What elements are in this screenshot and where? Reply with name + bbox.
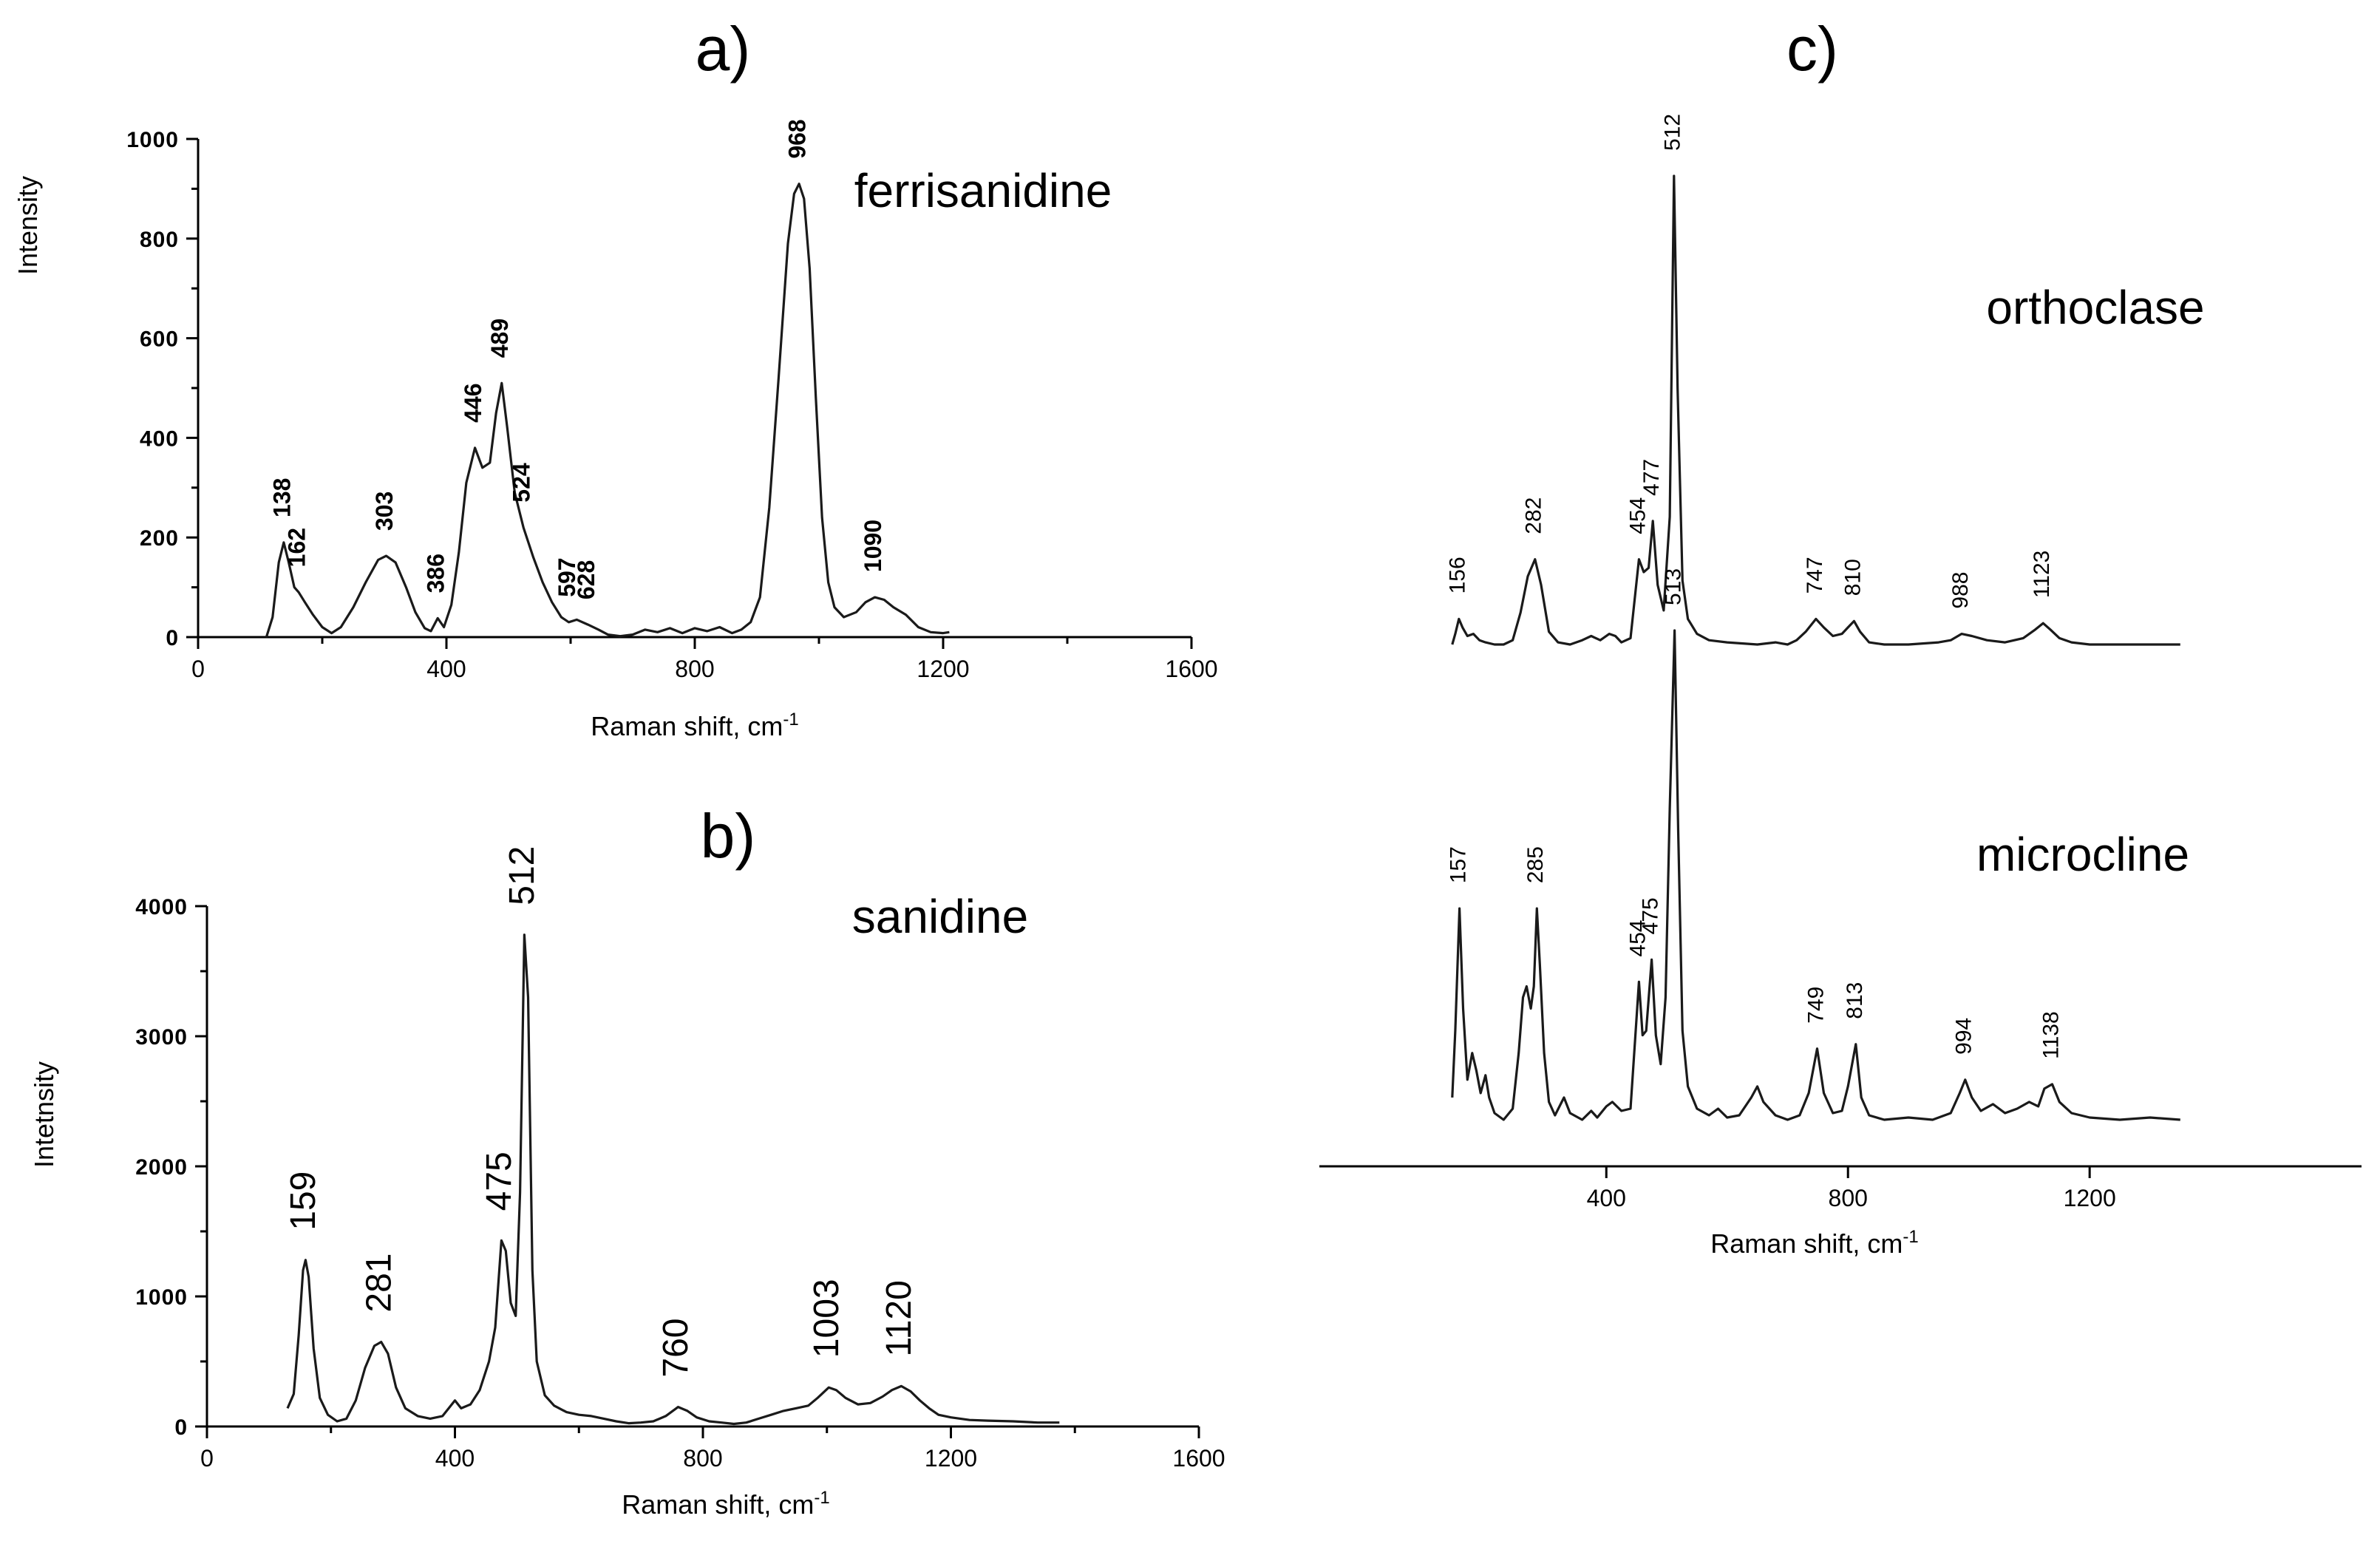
microcline-peak-label-1138: 1138 bbox=[2039, 1011, 2063, 1059]
panel-b-label: b) bbox=[701, 801, 756, 871]
panel-b-peak-label-475: 475 bbox=[480, 1152, 519, 1211]
panel-a-ytick-label-1000: 1000 bbox=[126, 128, 179, 152]
series-name-orthoclase: orthoclase bbox=[1986, 281, 2204, 334]
microcline-peak-label-813: 813 bbox=[1843, 982, 1867, 1019]
microcline-peak-label-454: 454 bbox=[1625, 919, 1650, 956]
panel-b-peak-label-512: 512 bbox=[503, 846, 542, 905]
panel-a-peak-label-162: 162 bbox=[284, 528, 310, 567]
orthoclase-peak-label-477: 477 bbox=[1639, 459, 1664, 496]
panel-a-ylabel: Intensity bbox=[13, 176, 43, 275]
series-line-microcline bbox=[1451, 629, 2180, 1121]
panel-b-ytick-label-4000: 4000 bbox=[135, 895, 188, 919]
panel-a-ytick-label-800: 800 bbox=[140, 228, 179, 252]
panel-a-ytick-label-0: 0 bbox=[166, 626, 179, 650]
orthoclase-peak-label-454: 454 bbox=[1625, 497, 1650, 534]
panel-b-xtick-label-1200: 1200 bbox=[925, 1445, 977, 1472]
panel-a-peak-label-968: 968 bbox=[784, 119, 811, 158]
panel-c-xtick-label-800: 800 bbox=[1829, 1185, 1868, 1211]
panel-b-xtick-label-0: 0 bbox=[200, 1445, 214, 1472]
microcline-peak-label-475: 475 bbox=[1638, 897, 1662, 934]
panel-c-xlabel-sup: -1 bbox=[1903, 1227, 1918, 1247]
panel-b-ytick-label-2000: 2000 bbox=[135, 1155, 188, 1180]
panel-a-label: a) bbox=[696, 14, 751, 84]
microcline-peak-label-994: 994 bbox=[1952, 1018, 1976, 1055]
orthoclase-peak-label-156: 156 bbox=[1446, 557, 1470, 594]
panel-c-xlabel-text: Raman shift, cm bbox=[1710, 1228, 1903, 1259]
panel-a-ytick-label-600: 600 bbox=[140, 327, 179, 352]
orthoclase-peak-label-512: 512 bbox=[1661, 114, 1685, 151]
microcline-peak-label-285: 285 bbox=[1523, 846, 1548, 883]
panel-b-ytick-label-0: 0 bbox=[174, 1415, 188, 1440]
orthoclase-peak-label-282: 282 bbox=[1522, 497, 1546, 534]
series-name-sanidine: sanidine bbox=[852, 890, 1028, 943]
panel-b-ytick-label-3000: 3000 bbox=[135, 1025, 188, 1050]
panel-a-peak-label-597: 597 bbox=[554, 557, 580, 596]
panel-a-peak-label-628: 628 bbox=[573, 560, 599, 599]
panel-a-peak-label-303: 303 bbox=[371, 492, 398, 531]
panel-c-xtick-label-400: 400 bbox=[1587, 1185, 1626, 1211]
panel-c: c) orthoclase microcline 400 800 1200 Rama… bbox=[1319, 14, 2362, 1259]
series-name-ferrisanidine: ferrisanidine bbox=[854, 164, 1112, 217]
panel-a-xtick-label-1600: 1600 bbox=[1165, 656, 1217, 682]
panel-b-peak-label-760: 760 bbox=[656, 1319, 696, 1378]
panel-b-peak-label-1120: 1120 bbox=[880, 1280, 919, 1356]
orthoclase-peak-label-747: 747 bbox=[1803, 557, 1827, 594]
series-name-microcline: microcline bbox=[1976, 828, 2189, 881]
panel-a-peak-label-138: 138 bbox=[268, 478, 295, 517]
panel-b-xtick-label-1600: 1600 bbox=[1172, 1445, 1225, 1472]
panel-a-ytick-label-200: 200 bbox=[140, 526, 179, 551]
panel-a-peak-label-446: 446 bbox=[460, 383, 486, 422]
series-line-ferrisanidine bbox=[265, 183, 950, 638]
panel-b-xlabel-sup: -1 bbox=[814, 1488, 829, 1508]
panel-a-xtick-label-800: 800 bbox=[675, 656, 714, 682]
panel-a-xtick-label-400: 400 bbox=[426, 656, 466, 682]
series-line-sanidine bbox=[286, 933, 1060, 1426]
panel-b-peak-label-1003: 1003 bbox=[807, 1279, 846, 1358]
panel-b: b) sanidine 0 1000 2000 3000 4000 0 400 800 120… bbox=[29, 801, 1225, 1520]
panel-c-xlabel: Raman shift, cm-1 bbox=[1710, 1227, 1918, 1259]
panel-b-xlabel: Raman shift, cm-1 bbox=[622, 1488, 829, 1520]
panel-c-xtick-label-1200: 1200 bbox=[2064, 1185, 2116, 1211]
panel-a-xtick-label-1200: 1200 bbox=[917, 656, 969, 682]
panel-b-peak-label-159: 159 bbox=[284, 1171, 323, 1231]
series-line-orthoclase bbox=[1451, 174, 2180, 646]
microcline-peak-label-157: 157 bbox=[1446, 846, 1471, 883]
orthoclase-peak-label-1123: 1123 bbox=[2030, 551, 2054, 599]
panel-a-xlabel-text: Raman shift, cm bbox=[591, 711, 783, 741]
microcline-peak-label-749: 749 bbox=[1803, 987, 1828, 1024]
panel-a-peak-label-489: 489 bbox=[486, 319, 513, 358]
panel-b-xtick-label-800: 800 bbox=[683, 1445, 722, 1472]
panel-a-peak-label-1090: 1090 bbox=[860, 520, 886, 572]
panel-b-ytick-label-1000: 1000 bbox=[135, 1285, 188, 1310]
panel-a-peak-label-524: 524 bbox=[509, 463, 535, 503]
panel-a-xtick-label-0: 0 bbox=[191, 656, 205, 682]
panel-c-label: c) bbox=[1786, 14, 1838, 84]
panel-a-xlabel: Raman shift, cm-1 bbox=[591, 710, 798, 741]
panel-a-ytick-label-400: 400 bbox=[140, 426, 179, 451]
microcline-peak-label-513: 513 bbox=[1662, 568, 1686, 605]
panel-b-ylabel: Intetnsity bbox=[29, 1061, 59, 1168]
panel-b-xlabel-text: Raman shift, cm bbox=[622, 1489, 814, 1520]
panel-b-peak-label-281: 281 bbox=[359, 1254, 398, 1313]
panel-a-peak-label-386: 386 bbox=[423, 554, 449, 593]
panel-a-xlabel-sup: -1 bbox=[783, 710, 798, 730]
panel-b-xtick-label-400: 400 bbox=[435, 1445, 475, 1472]
orthoclase-peak-label-810: 810 bbox=[1840, 559, 1865, 596]
orthoclase-peak-label-988: 988 bbox=[1948, 572, 1973, 609]
panel-a: a) ferrisanidine 0 200 400 600 800 1000 0 400 8… bbox=[13, 14, 1218, 741]
